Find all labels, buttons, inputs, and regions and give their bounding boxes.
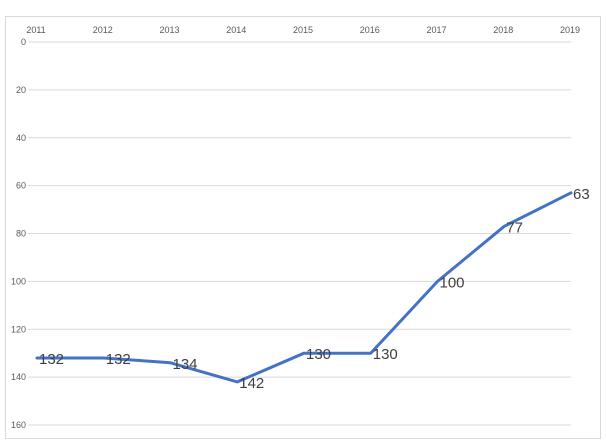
data-label: 77 <box>506 219 523 236</box>
data-label: 132 <box>39 351 64 368</box>
x-tick-label: 2012 <box>93 25 113 35</box>
data-label: 142 <box>239 375 264 392</box>
x-tick-label: 2017 <box>426 25 446 35</box>
y-tick-label: 80 <box>16 229 26 239</box>
y-tick-label: 140 <box>11 372 26 382</box>
data-label: 130 <box>373 346 398 363</box>
data-label: 130 <box>306 346 331 363</box>
y-tick-label: 120 <box>11 324 26 334</box>
x-tick-label: 2015 <box>293 25 313 35</box>
data-label: 63 <box>573 186 590 203</box>
x-tick-label: 2019 <box>560 25 580 35</box>
y-tick-label: 60 <box>16 181 26 191</box>
x-tick-label: 2016 <box>360 25 380 35</box>
series-line <box>35 191 573 384</box>
series-layer <box>35 191 573 384</box>
gridlines <box>28 41 571 426</box>
y-tick-label: 0 <box>21 37 26 47</box>
y-tick-label: 100 <box>11 276 26 286</box>
y-tick-label: 40 <box>16 133 26 143</box>
x-tick-label: 2018 <box>493 25 513 35</box>
data-label: 100 <box>440 274 465 291</box>
y-tick-label: 160 <box>11 420 26 430</box>
x-tick-label: 2013 <box>159 25 179 35</box>
y-tick-label: 20 <box>16 85 26 95</box>
data-label: 134 <box>173 356 198 373</box>
x-tick-label: 2011 <box>26 25 45 35</box>
x-axis-tick-labels: 2011 2012 2013 2014 2015 2016 2017 2018 2019 <box>26 25 580 35</box>
x-tick-label: 2014 <box>226 25 246 35</box>
data-label: 132 <box>106 351 131 368</box>
data-labels: 132 132 134 142 130 130 100 77 63 <box>39 186 590 392</box>
y-axis-tick-labels: 0 20 40 60 80 100 120 140 160 <box>11 37 26 430</box>
